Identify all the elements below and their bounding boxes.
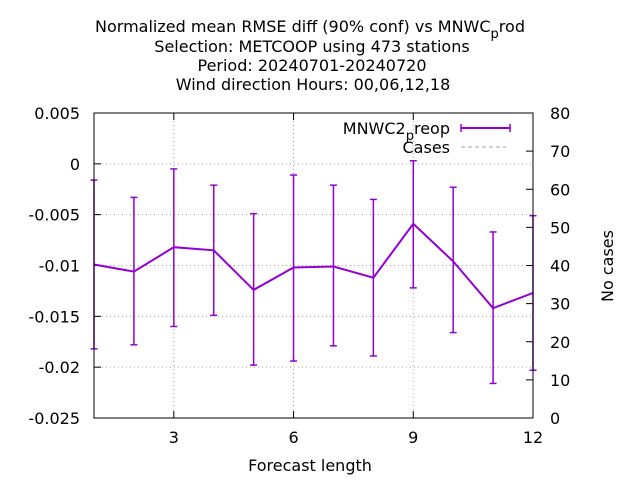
chart-title: Normalized mean RMSE diff (90% conf) vs … bbox=[95, 17, 525, 94]
y-tick-label: -0.005 bbox=[28, 206, 80, 225]
y2-tick-label: 80 bbox=[550, 104, 570, 123]
y2-tick-label: 70 bbox=[550, 142, 570, 161]
y2-tick-label: 60 bbox=[550, 180, 570, 199]
y2-tick-label: 40 bbox=[550, 257, 570, 276]
x-axis-label: Forecast length bbox=[248, 456, 372, 475]
y-tick-label: -0.01 bbox=[39, 257, 80, 276]
axis-ticks bbox=[94, 112, 534, 419]
title-line-1: Normalized mean RMSE diff (90% conf) vs … bbox=[95, 17, 525, 42]
y-tick-label: 0.005 bbox=[34, 104, 80, 123]
y-tick-labels: 0.005 0 -0.005 -0.01 -0.015 -0.02 -0.025 bbox=[28, 104, 80, 428]
y-tick-label: 0 bbox=[70, 155, 80, 174]
plot-frame bbox=[93, 112, 534, 419]
y2-tick-label: 20 bbox=[550, 333, 570, 352]
title-line-3: Period: 20240701-20240720 bbox=[197, 56, 426, 75]
legend-entry-mnwc2-preop-swatch bbox=[460, 124, 511, 132]
y-tick-label: -0.025 bbox=[28, 409, 80, 428]
series-mnwc2-preop bbox=[90, 160, 537, 385]
title-line-4: Wind direction Hours: 00,06,12,18 bbox=[176, 75, 451, 94]
y2-tick-label: 50 bbox=[550, 218, 570, 237]
series-line bbox=[93, 222, 534, 310]
x-tick-label: 6 bbox=[288, 428, 298, 447]
title-line-2: Selection: METCOOP using 473 stations bbox=[154, 37, 469, 56]
grid bbox=[94, 113, 533, 418]
legend-entry-mnwc2-preop-label: MNWC2preop bbox=[343, 119, 450, 144]
y2-tick-labels: 80 70 60 50 40 30 20 10 0 bbox=[550, 104, 570, 428]
legend: MNWC2preop Cases bbox=[343, 119, 511, 157]
x-tick-label: 3 bbox=[169, 428, 179, 447]
legend-entry-cases-label: Cases bbox=[403, 138, 451, 157]
y-tick-label: -0.02 bbox=[39, 358, 80, 377]
y2-tick-label: 30 bbox=[550, 295, 570, 314]
y-tick-label: -0.015 bbox=[28, 307, 80, 326]
x-tick-labels: 3 6 9 12 bbox=[169, 428, 543, 447]
x-tick-label: 12 bbox=[523, 428, 543, 447]
y2-tick-label: 0 bbox=[550, 409, 560, 428]
x-tick-label: 9 bbox=[408, 428, 418, 447]
y2-tick-label: 10 bbox=[550, 371, 570, 390]
y2-axis-label: No cases bbox=[598, 230, 617, 302]
